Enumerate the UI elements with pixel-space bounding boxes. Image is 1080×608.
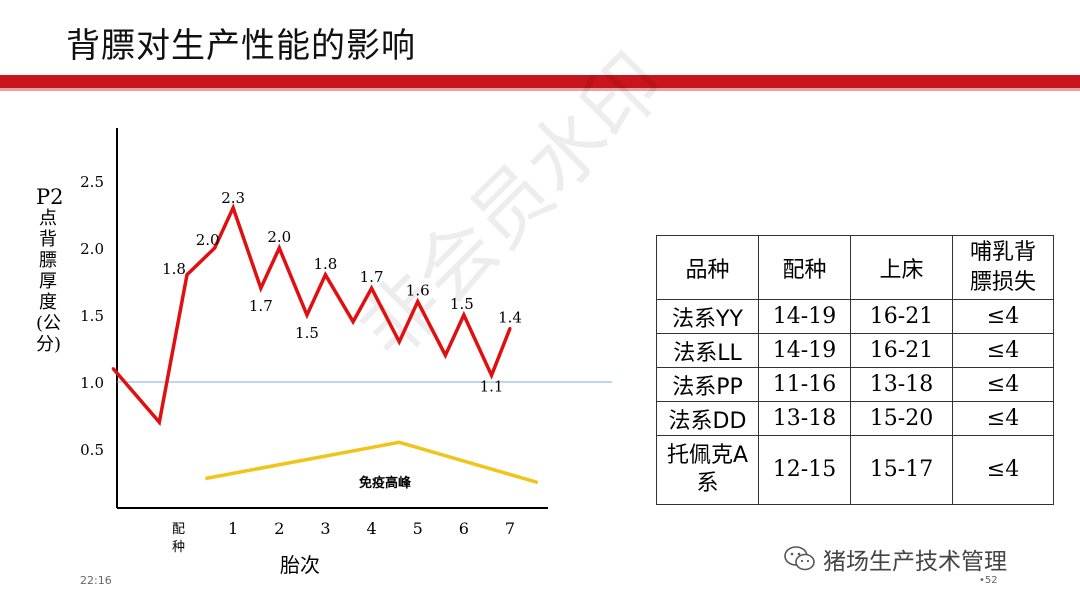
footer-page-number: •52 — [979, 575, 998, 586]
table-cell-loss: ≤4 — [952, 299, 1054, 334]
table-cell-farrowing: 16-21 — [850, 333, 953, 368]
breed-backfat-table: 品种 配种 上床 哺乳背膘损失 法系YY 14-19 16-21 ≤4 法系LL… — [656, 235, 1054, 505]
table-cell-loss: ≤4 — [952, 333, 1054, 368]
table-cell-loss: ≤4 — [952, 435, 1054, 505]
title-divider-shadow — [0, 88, 1080, 91]
table-header-breed: 品种 — [656, 235, 759, 300]
table-cell-breed: 托佩克A系 — [656, 435, 759, 505]
backfat-point — [462, 313, 466, 317]
data-label: 2.0 — [267, 228, 291, 246]
backfat-point — [111, 367, 115, 371]
x-tick-label: 3 — [320, 519, 330, 538]
table-cell-mating: 11-16 — [758, 367, 851, 402]
y-tick-label: 1.0 — [80, 374, 104, 392]
table-cell-loss: ≤4 — [952, 367, 1054, 402]
x-tick-label: 2 — [274, 519, 284, 538]
x-marker-label: 配种 — [172, 522, 186, 555]
data-label: 1.5 — [450, 295, 474, 313]
backfat-point — [323, 273, 327, 277]
backfat-point — [259, 286, 263, 290]
immune-peak-label: 免疫高峰 — [359, 475, 412, 491]
table-cell-mating: 13-18 — [758, 401, 851, 436]
table-cell-loss: ≤4 — [952, 401, 1054, 436]
table-cell-farrowing: 15-20 — [850, 401, 953, 436]
table-cell-farrowing: 16-21 — [850, 299, 953, 334]
slide-title: 背膘对生产性能的影响 — [66, 26, 416, 66]
x-tick-label: 4 — [366, 519, 376, 538]
table-row: 法系PP 11-16 13-18 ≤4 — [656, 367, 1054, 402]
table-cell-breed: 法系YY — [656, 299, 759, 334]
brand-name: 猪场生产技术管理 — [823, 549, 1007, 575]
table-cell-farrowing: 13-18 — [850, 367, 953, 402]
table-cell-mating: 12-15 — [758, 435, 851, 505]
table-cell-mating: 14-19 — [758, 299, 851, 334]
backfat-point — [157, 420, 161, 424]
y-axis-label: P2 点背膘厚度(公分) — [36, 185, 64, 355]
backfat-point — [397, 340, 401, 344]
data-label: 2.0 — [196, 231, 220, 249]
table-cell-breed: 法系DD — [656, 401, 759, 436]
table-cell-breed-text: 托佩克A系 — [666, 443, 749, 496]
data-label: 1.7 — [249, 297, 273, 315]
y-axis-label-text: 点背膘厚度(公分) — [36, 208, 62, 355]
table-row: 法系YY 14-19 16-21 ≤4 — [656, 299, 1054, 334]
y-tick-label: 1.5 — [80, 307, 104, 325]
y-tick-label: 0.5 — [80, 441, 104, 459]
data-label: 1.8 — [162, 260, 186, 278]
table-cell-farrowing: 15-17 — [850, 435, 953, 505]
x-tick-label: 6 — [459, 519, 469, 538]
x-axis-label: 胎次 — [280, 553, 320, 577]
footer-time: 22:16 — [80, 574, 112, 587]
backfat-point — [490, 373, 494, 377]
table-header-farrowing: 上床 — [850, 235, 953, 300]
backfat-point — [416, 300, 420, 304]
table-cell-breed: 法系LL — [656, 333, 759, 368]
backfat-point — [231, 206, 235, 210]
backfat-point — [508, 326, 512, 330]
table-header-mating: 配种 — [758, 235, 851, 300]
backfat-point — [305, 313, 309, 317]
wechat-icon — [784, 546, 815, 571]
backfat-point — [370, 286, 374, 290]
backfat-point — [213, 246, 217, 250]
data-label: 1.7 — [360, 268, 384, 286]
backfat-point — [277, 246, 281, 250]
title-divider — [0, 75, 1080, 88]
immune-peak-line — [205, 440, 539, 485]
data-label: 1.8 — [313, 255, 337, 273]
table-row: 托佩克A系 12-15 15-17 ≤4 — [656, 435, 1054, 505]
table-row: 法系LL 14-19 16-21 ≤4 — [656, 333, 1054, 368]
brand-watermark: 猪场生产技术管理 — [783, 542, 1007, 576]
backfat-point — [443, 353, 447, 357]
data-label: 2.3 — [221, 189, 245, 207]
x-tick-label: 7 — [505, 519, 515, 538]
backfat-line-chart: 0.5 1.0 1.5 2.0 2.5 1 2 3 4 5 6 7 免疫高峰 1.8 2.0 2.3 1.7… — [80, 128, 612, 538]
table-cell-mating: 14-19 — [758, 333, 851, 368]
backfat-series-line — [111, 203, 512, 427]
y-tick-label: 2.0 — [80, 240, 104, 258]
table-cell-breed: 法系PP — [656, 367, 759, 402]
table-header-row: 品种 配种 上床 哺乳背膘损失 — [656, 235, 1054, 300]
x-tick-label: 1 — [228, 519, 238, 538]
data-label: 1.6 — [406, 282, 430, 300]
table-header-lactation-loss-text: 哺乳背膘损失 — [969, 239, 1036, 295]
backfat-point — [185, 273, 189, 277]
table-row: 法系DD 13-18 15-20 ≤4 — [656, 401, 1054, 436]
data-label: 1.5 — [295, 324, 319, 342]
data-label: 1.1 — [480, 377, 504, 395]
data-label: 1.4 — [498, 308, 522, 326]
table-header-lactation-loss: 哺乳背膘损失 — [952, 235, 1054, 300]
x-tick-label: 5 — [413, 519, 423, 538]
y-tick-label: 2.5 — [80, 173, 104, 191]
y-axis-label-symbol: P2 — [36, 185, 64, 209]
backfat-point — [351, 320, 355, 324]
